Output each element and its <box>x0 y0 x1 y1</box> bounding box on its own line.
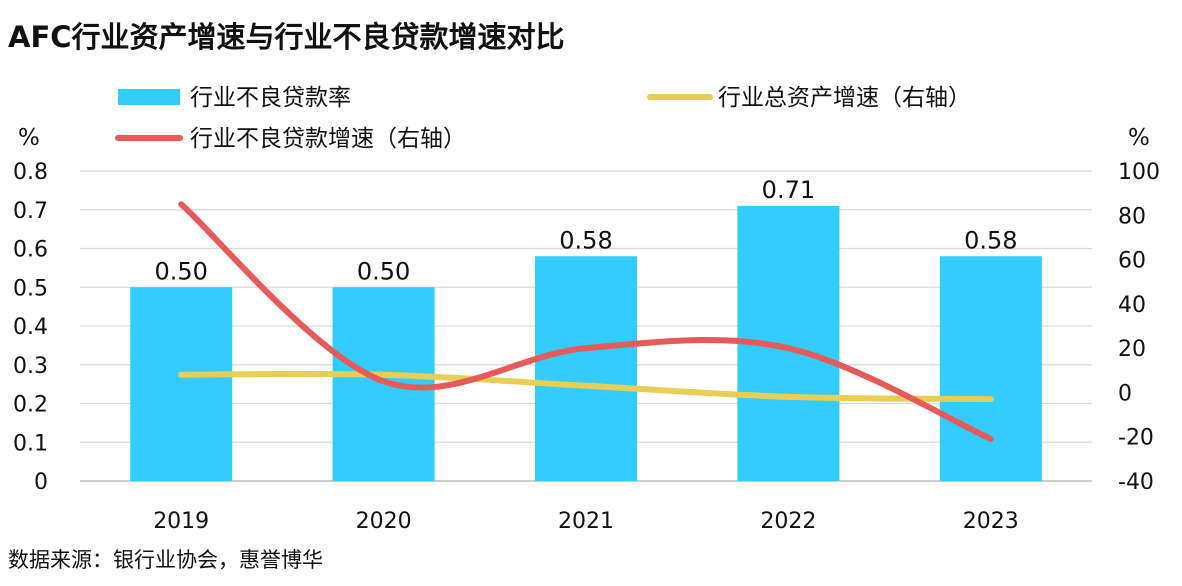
left-axis-tick-label: 0.3 <box>13 354 48 379</box>
left-axis-tick-label: 0.2 <box>13 393 48 418</box>
line-series <box>178 201 994 442</box>
left-axis-tick-label: 0.5 <box>13 276 48 301</box>
right-axis-tick-label: 60 <box>1118 249 1146 274</box>
asset-growth-line <box>178 370 994 403</box>
bar-data-label: 0.58 <box>964 226 1017 254</box>
bar-data-label: 0.50 <box>357 257 410 285</box>
left-axis-tick-label: 0.6 <box>13 238 48 263</box>
right-axis-tick-label: 20 <box>1118 337 1146 362</box>
legend-label-asset-growth: 行业总资产增速（右轴） <box>718 85 971 111</box>
left-axis-ticks: 0 0.1 0.2 0.3 0.4 0.5 0.6 0.7 0.8 <box>13 160 48 495</box>
chart-title: AFC行业资产增速与行业不良贷款增速对比 <box>8 20 565 54</box>
legend-swatch-bar <box>118 89 180 105</box>
bar <box>939 256 1042 481</box>
left-axis-tick-label: 0.7 <box>13 199 48 224</box>
right-axis-tick-label: 80 <box>1118 204 1146 229</box>
right-axis-tick-label: -20 <box>1118 426 1154 451</box>
left-axis-tick-label: 0.8 <box>13 160 48 185</box>
x-axis-tick-label: 2019 <box>153 509 209 534</box>
bar-data-label: 0.71 <box>762 176 815 204</box>
npl-growth-line <box>178 201 994 442</box>
x-axis-ticks: 2019 2020 2021 2022 2023 <box>153 509 1019 534</box>
left-axis-tick-label: 0 <box>34 470 48 495</box>
right-axis-tick-label: 40 <box>1118 293 1146 318</box>
bar-data-label: 0.50 <box>154 257 207 285</box>
bar <box>130 287 233 481</box>
legend: 行业不良贷款率 行业总资产增速（右轴） 行业不良贷款增速（右轴） <box>115 85 971 152</box>
right-axis-tick-label: 0 <box>1118 381 1132 406</box>
right-axis-tick-label: 100 <box>1118 160 1160 185</box>
right-axis-tick-label: -40 <box>1118 470 1154 495</box>
legend-label-npl-growth: 行业不良贷款增速（右轴） <box>190 126 466 152</box>
data-source-note: 数据来源：银行业协会，惠誉博华 <box>8 548 323 572</box>
x-axis-tick-label: 2022 <box>760 509 816 534</box>
left-axis-tick-label: 0.4 <box>13 315 48 340</box>
legend-label-npl-rate: 行业不良贷款率 <box>190 85 351 111</box>
right-axis-ticks: -40 -20 0 20 40 60 80 100 <box>1118 160 1160 495</box>
x-axis-tick-label: 2023 <box>963 509 1019 534</box>
left-axis-unit: % <box>18 125 40 151</box>
left-axis-tick-label: 0.1 <box>13 431 48 456</box>
bar-data-labels: 0.50 0.50 0.58 0.71 0.58 <box>154 176 1017 285</box>
x-axis-tick-label: 2021 <box>558 509 614 534</box>
x-axis-tick-label: 2020 <box>356 509 412 534</box>
bar-data-label: 0.58 <box>559 226 612 254</box>
right-axis-unit: % <box>1128 125 1150 151</box>
bar <box>535 256 637 481</box>
